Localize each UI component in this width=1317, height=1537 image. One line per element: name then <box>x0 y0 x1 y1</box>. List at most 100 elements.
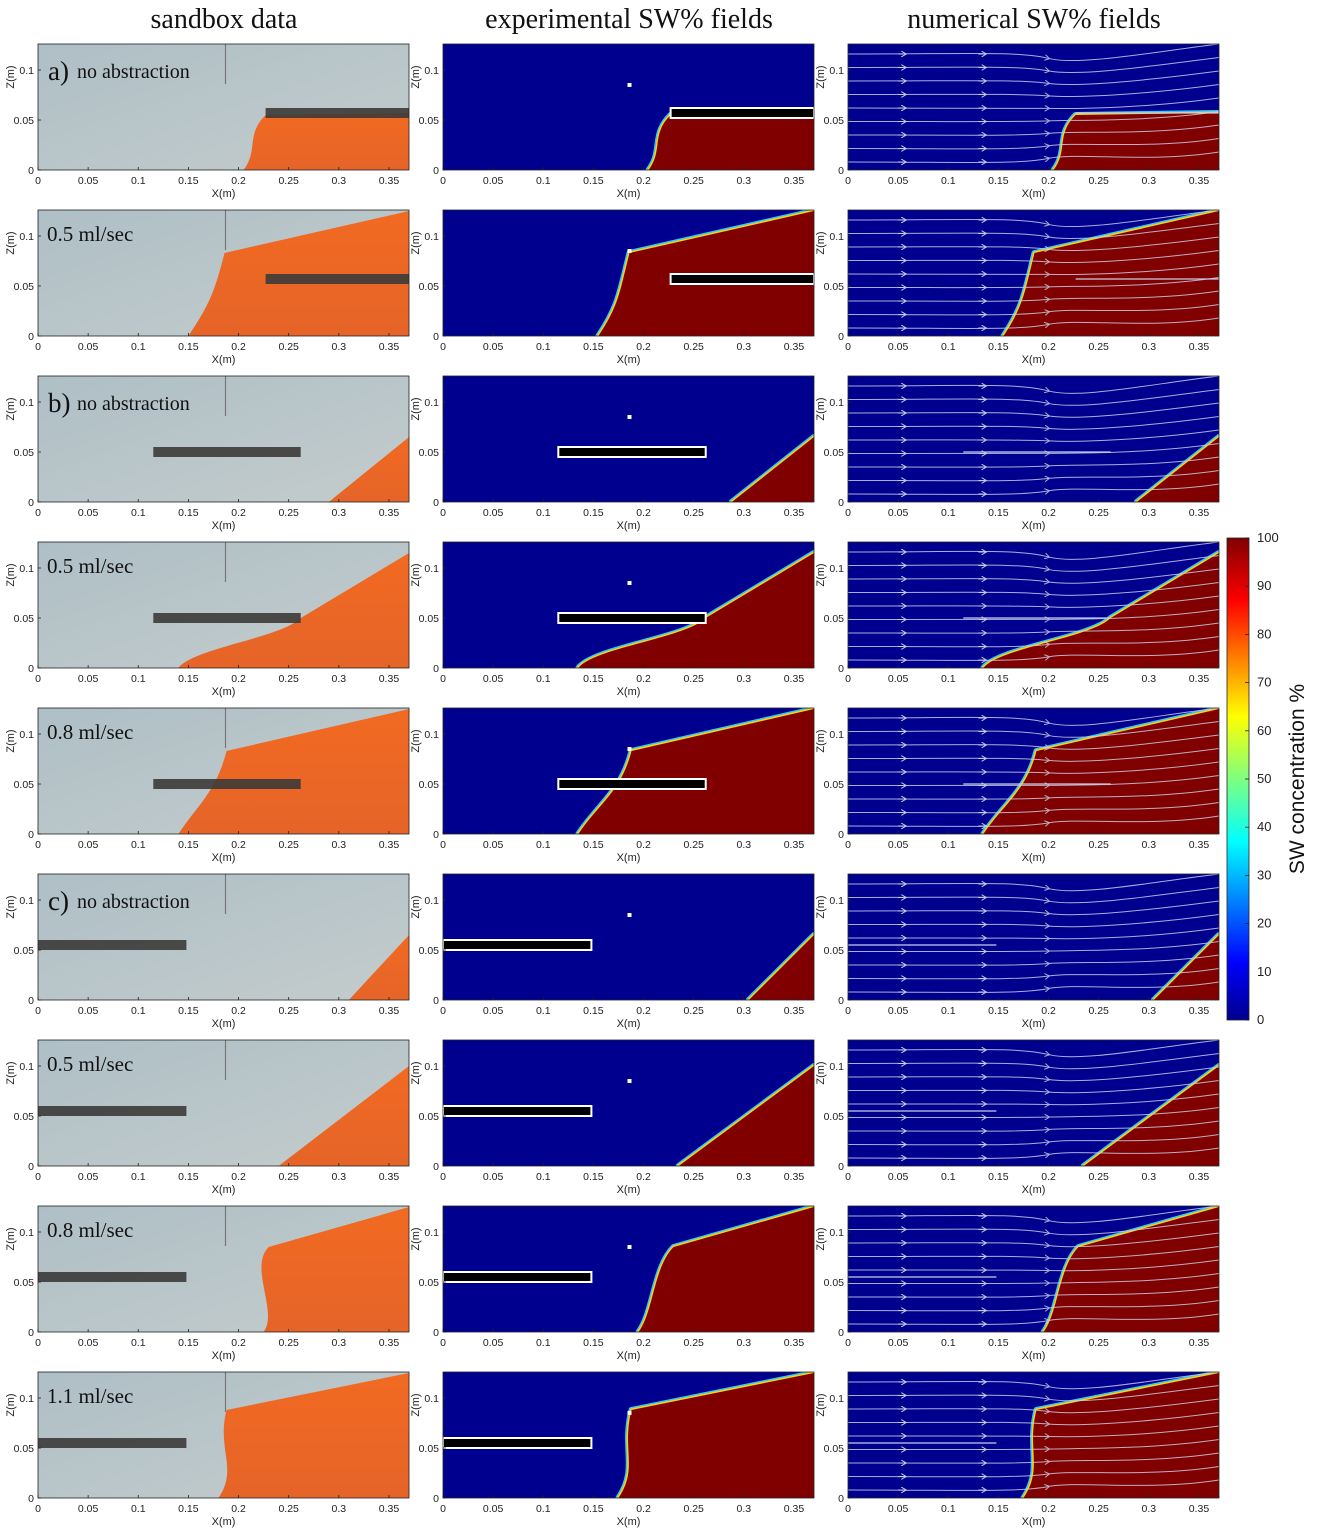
streamline <box>848 389 1219 406</box>
x-tick-label: 0.3 <box>737 839 752 851</box>
streamline <box>848 429 1219 441</box>
y-tick-label: 0.1 <box>19 1393 34 1405</box>
plot-frame <box>37 209 410 337</box>
panel-experimental-8: 0 0.05 0.1 0.15 0.2 0.25 0.3 0.35 0 0.05 0.1 X(m) Z(… <box>410 1205 815 1362</box>
well-screen <box>38 940 187 950</box>
condition-label: 0.8 ml/sec <box>47 720 133 744</box>
y-tick-label: 0 <box>28 497 34 509</box>
streamline <box>848 1120 1219 1131</box>
x-axis-label: X(m) <box>1022 1516 1046 1528</box>
x-tick-label: 0.3 <box>332 673 347 685</box>
x-tick-label: 0 <box>845 1503 851 1515</box>
x-tick-label: 0.15 <box>583 1171 604 1183</box>
condition-label: 0.5 ml/sec <box>47 1052 133 1076</box>
streamline <box>848 1107 1219 1118</box>
x-tick-label: 0 <box>35 341 41 353</box>
colorbar: 0 10 20 30 40 50 60 70 80 90 100 SW concentration % <box>1226 530 1309 1027</box>
y-tick-label: 0.1 <box>424 65 439 77</box>
x-axis-label: X(m) <box>617 1018 641 1030</box>
plot-frame <box>442 873 815 1001</box>
x-axis-label: X(m) <box>1022 686 1046 698</box>
y-tick-label: 0.05 <box>824 1111 845 1123</box>
x-tick-label: 0 <box>35 673 41 685</box>
streamline <box>848 636 1219 647</box>
x-tick-label: 0.2 <box>231 1503 246 1515</box>
saltwater-wedge <box>618 1373 814 1498</box>
saltwater-wedge <box>178 553 409 668</box>
x-tick-label: 0 <box>35 1171 41 1183</box>
x-tick-label: 0 <box>440 341 446 353</box>
x-tick-label: 0.1 <box>941 507 956 519</box>
streamline <box>848 1080 1219 1093</box>
column-title-numerical: numerical SW% fields <box>907 4 1161 35</box>
x-tick-label: 0.2 <box>231 507 246 519</box>
x-tick-label: 0.25 <box>278 1171 299 1183</box>
plot-frame <box>442 1205 815 1333</box>
x-tick-label: 0.05 <box>483 1005 504 1017</box>
plot-frame <box>847 1039 1220 1167</box>
y-tick-label: 0 <box>838 165 844 177</box>
x-tick-label: 0.15 <box>583 1503 604 1515</box>
plot-frame <box>442 1039 815 1167</box>
x-tick-label: 0.2 <box>636 1005 651 1017</box>
y-tick-label: 0.05 <box>824 613 845 625</box>
y-axis-label: Z(m) <box>410 1393 422 1416</box>
x-tick-label: 0.3 <box>1142 1005 1157 1017</box>
streamline <box>848 1273 1219 1284</box>
x-tick-label: 0.2 <box>1041 507 1056 519</box>
plot-frame <box>442 1371 815 1499</box>
y-tick-label: 0.1 <box>19 397 34 409</box>
x-tick-label: 0.05 <box>888 1005 909 1017</box>
x-tick-label: 0.3 <box>332 1503 347 1515</box>
y-axis-label: Z(m) <box>815 1061 827 1084</box>
x-tick-label: 0.2 <box>231 1005 246 1017</box>
y-tick-label: 0.05 <box>419 613 440 625</box>
x-tick-label: 0.15 <box>583 839 604 851</box>
x-tick-label: 0 <box>845 1005 851 1017</box>
streamline <box>848 402 1219 417</box>
panel-numerical-8: 0 0.05 0.1 0.15 0.2 0.25 0.3 0.35 0 0.05 0.1 X(m) Z(… <box>815 1205 1220 1362</box>
x-tick-label: 0.3 <box>737 175 752 187</box>
panel-letter: b) <box>48 388 71 418</box>
plot-frame <box>442 707 815 835</box>
x-tick-label: 0.35 <box>1189 673 1210 685</box>
streamline <box>848 1398 1219 1413</box>
x-tick-label: 0.35 <box>379 839 400 851</box>
colorbar-tick-label: 10 <box>1257 964 1271 979</box>
x-tick-label: 0 <box>440 1337 446 1349</box>
mixing-zone-core <box>730 435 814 502</box>
saltwater-wedge <box>328 437 409 502</box>
x-tick-label: 0.2 <box>1041 839 1056 851</box>
well-screen <box>443 1437 593 1449</box>
x-axis-label: X(m) <box>1022 1184 1046 1196</box>
y-tick-label: 0.05 <box>14 281 35 293</box>
panel-numerical-6: 0 0.05 0.1 0.15 0.2 0.25 0.3 0.35 0 0.05 0.1 X(m) Z(… <box>815 873 1220 1030</box>
well-screen <box>38 1272 187 1282</box>
streamline <box>848 151 1219 163</box>
y-tick-label: 0.1 <box>424 563 439 575</box>
x-tick-label: 0.15 <box>178 1005 199 1017</box>
y-tick-label: 0 <box>28 1327 34 1339</box>
y-tick-label: 0.05 <box>419 945 440 957</box>
panel-numerical-9: 0 0.05 0.1 0.15 0.2 0.25 0.3 0.35 0 0.05 0.1 X(m) Z(… <box>815 1371 1220 1528</box>
y-axis-label: Z(m) <box>815 1393 827 1416</box>
well-screen <box>265 274 409 284</box>
y-tick-label: 0.05 <box>14 1111 35 1123</box>
condition-label: 0.8 ml/sec <box>47 1218 133 1242</box>
streamline <box>848 1300 1219 1311</box>
y-tick-label: 0.05 <box>824 779 845 791</box>
streamline <box>848 815 1219 827</box>
streamline <box>848 981 1219 993</box>
y-tick-label: 0.1 <box>424 1227 439 1239</box>
y-tick-label: 0.1 <box>424 1061 439 1073</box>
panel-sandbox-5: 0 0.05 0.1 0.15 0.2 0.25 0.3 0.35 0 0.05 0.1 X(m) Z(… <box>5 707 410 864</box>
well-screen <box>38 1438 187 1448</box>
streamline <box>848 1372 1219 1390</box>
x-tick-label: 0.05 <box>78 507 99 519</box>
y-tick-label: 0.05 <box>419 1277 440 1289</box>
panel-numerical-3: 0 0.05 0.1 0.15 0.2 0.25 0.3 0.35 0 0.05 0.1 X(m) Z(… <box>815 375 1220 532</box>
plot-frame <box>37 375 410 503</box>
streamline <box>848 443 1219 454</box>
y-tick-label: 0 <box>433 331 439 343</box>
